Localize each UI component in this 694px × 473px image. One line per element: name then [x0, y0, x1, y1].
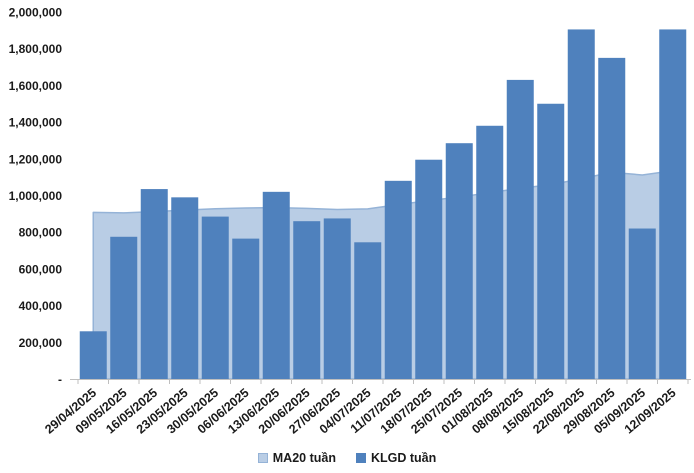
- y-axis-label: 600,000: [19, 262, 63, 276]
- klgd-bar: [628, 228, 656, 379]
- legend-item-klgd: KLGD tuần: [355, 450, 437, 465]
- klgd-bar: [262, 191, 290, 379]
- klgd-bar: [506, 79, 534, 380]
- legend-label-ma20: MA20 tuần: [272, 450, 336, 465]
- klgd-bar: [232, 238, 260, 379]
- klgd-bar: [323, 218, 351, 379]
- y-axis-label: 1,000,000: [9, 189, 63, 203]
- klgd-bar-swatch-icon: [355, 453, 366, 463]
- klgd-bar: [476, 125, 504, 380]
- klgd-bar: [79, 331, 107, 379]
- klgd-bar: [537, 103, 565, 379]
- y-axis-label: 1,600,000: [9, 79, 63, 93]
- chart-legend: MA20 tuần KLGD tuần: [0, 447, 694, 469]
- y-axis-label: 1,200,000: [9, 152, 63, 166]
- y-axis-label: 800,000: [19, 226, 63, 240]
- chart-plot-area: - 200,000 400,000 600,000 800,000 1,000,000 1,…: [9, 6, 691, 437]
- legend-item-ma20: MA20 tuần: [257, 450, 336, 465]
- y-axis-label: 2,000,000: [9, 6, 63, 20]
- y-axis-label: -: [58, 373, 62, 387]
- klgd-bar: [293, 221, 321, 379]
- klgd-bar: [110, 236, 138, 379]
- y-axis-label: 200,000: [19, 336, 63, 350]
- ma20-area-swatch-icon: [257, 453, 268, 463]
- y-axis-label: 1,800,000: [9, 42, 63, 56]
- legend-label-klgd: KLGD tuần: [370, 450, 437, 465]
- klgd-bar: [201, 216, 229, 379]
- y-axis-label: 400,000: [19, 299, 63, 313]
- klgd-bar: [598, 57, 626, 379]
- klgd-bar: [171, 197, 199, 379]
- klgd-bar: [659, 29, 687, 380]
- klgd-bar: [567, 29, 595, 380]
- klgd-bar: [384, 180, 412, 379]
- klgd-bar: [140, 189, 168, 379]
- y-axis-label: 1,400,000: [9, 116, 63, 130]
- klgd-bar: [415, 159, 443, 379]
- klgd-bar: [445, 143, 473, 379]
- klgd-bar: [354, 242, 382, 379]
